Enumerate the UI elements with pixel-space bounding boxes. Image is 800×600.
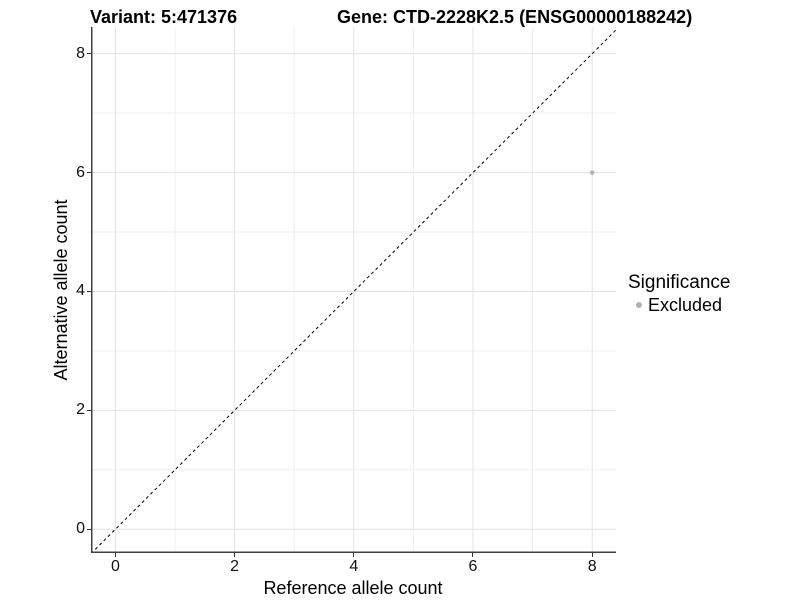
x-tick-label: 6 <box>468 558 478 575</box>
y-tick-label: 8 <box>76 44 85 62</box>
x-tick-mark <box>234 553 236 557</box>
y-tick-mark <box>87 53 91 55</box>
x-tick-label: 0 <box>110 558 120 575</box>
legend-item-excluded: Excluded <box>628 295 798 315</box>
x-tick-mark <box>114 553 116 557</box>
y-tick-mark <box>87 528 91 530</box>
plot-title-row: Variant: 5:471376 Gene: CTD-2228K2.5 (EN… <box>0 7 800 29</box>
gene-title: Gene: CTD-2228K2.5 (ENSG00000188242) <box>337 7 693 27</box>
y-tick-label: 2 <box>76 401 85 419</box>
data-point <box>589 170 595 175</box>
y-tick-mark <box>87 409 91 411</box>
x-tick-label: 8 <box>587 558 597 575</box>
legend-point-icon <box>636 302 642 308</box>
x-tick-mark <box>353 553 355 557</box>
y-tick-mark <box>87 172 91 174</box>
y-tick-label: 4 <box>76 282 85 300</box>
y-tick-mark <box>87 290 91 292</box>
x-tick-mark <box>472 553 474 557</box>
x-tick-label: 4 <box>349 558 359 575</box>
legend-title: Significance <box>628 272 731 293</box>
scatter-plot-canvas <box>91 27 616 553</box>
legend-item-label: Excluded <box>648 295 723 315</box>
legend: Significance Excluded <box>628 272 798 315</box>
y-tick-label: 6 <box>76 163 85 181</box>
x-axis-title: Reference allele count <box>263 578 443 598</box>
variant-title: Variant: 5:471376 <box>90 7 238 27</box>
x-tick-mark <box>591 553 593 557</box>
y-tick-label: 0 <box>76 520 85 538</box>
x-tick-label: 2 <box>230 558 240 575</box>
y-axis-title: Alternative allele count <box>51 199 71 381</box>
plot-panel <box>91 27 616 553</box>
